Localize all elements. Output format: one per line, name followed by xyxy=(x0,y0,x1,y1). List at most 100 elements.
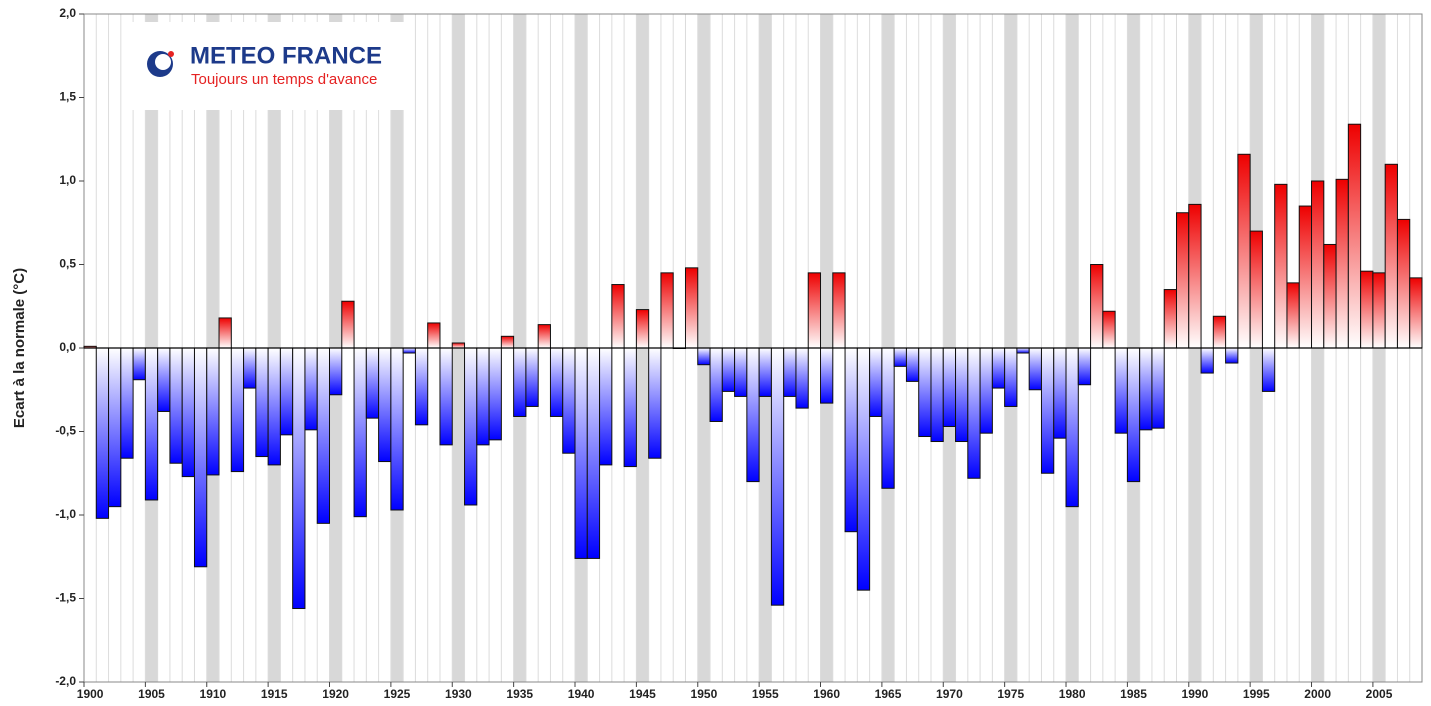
bar xyxy=(967,347,981,479)
bar xyxy=(721,347,736,392)
bar xyxy=(623,347,637,468)
bar xyxy=(525,347,539,407)
bar xyxy=(1175,212,1190,349)
bar xyxy=(304,347,318,431)
x-tick-label: 2005 xyxy=(1366,687,1393,701)
bar xyxy=(255,347,269,458)
bar xyxy=(942,347,957,427)
x-tick-label: 1945 xyxy=(629,687,656,701)
bar xyxy=(684,267,699,349)
y-tick-label: -1,0 xyxy=(55,507,76,521)
x-tick-label: 2000 xyxy=(1304,687,1331,701)
x-tick-label: 1900 xyxy=(77,687,104,701)
bar xyxy=(353,347,367,518)
x-tick-label: 1940 xyxy=(568,687,595,701)
bar xyxy=(1065,347,1079,508)
bar xyxy=(230,347,245,473)
bar xyxy=(1347,123,1362,349)
bar xyxy=(820,347,834,404)
bar xyxy=(709,347,723,422)
bar xyxy=(267,347,281,466)
bar xyxy=(1188,203,1202,349)
bar xyxy=(169,347,183,464)
logo-icon xyxy=(155,54,171,70)
bar xyxy=(979,347,993,434)
bar xyxy=(427,322,441,349)
bar xyxy=(648,347,662,459)
bar xyxy=(795,347,809,409)
y-tick-label: -1,5 xyxy=(55,591,76,605)
x-tick-label: 1935 xyxy=(506,687,533,701)
bar xyxy=(832,272,846,349)
bar xyxy=(734,347,748,397)
bar xyxy=(1200,347,1214,374)
bar xyxy=(316,347,331,524)
x-tick-label: 1930 xyxy=(445,687,472,701)
bar xyxy=(513,347,527,417)
y-tick-label: 1,5 xyxy=(59,90,76,104)
bar xyxy=(1335,178,1349,349)
y-tick-label: -2,0 xyxy=(55,674,76,688)
x-tick-label: 1990 xyxy=(1182,687,1209,701)
bar xyxy=(930,347,944,443)
bar xyxy=(758,347,772,397)
bar xyxy=(120,347,134,459)
bar xyxy=(635,309,650,349)
bar xyxy=(95,347,110,519)
bar xyxy=(341,300,355,349)
x-tick-label: 1980 xyxy=(1059,687,1086,701)
y-tick-label: 1,0 xyxy=(59,173,76,187)
logo-title: METEO FRANCE xyxy=(190,42,382,69)
bar xyxy=(783,347,797,397)
bar xyxy=(869,347,883,417)
x-tick-label: 1910 xyxy=(200,687,227,701)
bar xyxy=(1212,315,1227,349)
bar xyxy=(893,347,907,367)
bar xyxy=(500,335,515,349)
logo-icon xyxy=(168,51,174,57)
bar xyxy=(1249,230,1263,349)
y-tick-label: 0,0 xyxy=(59,340,76,354)
bar xyxy=(1409,277,1423,349)
bar xyxy=(537,324,551,349)
bar xyxy=(1261,347,1276,392)
bar xyxy=(770,347,785,606)
bar xyxy=(1360,270,1374,349)
bar xyxy=(746,347,760,483)
bar xyxy=(1163,289,1177,349)
x-tick-label: 1950 xyxy=(691,687,718,701)
bar xyxy=(218,317,232,349)
y-tick-label: -0,5 xyxy=(55,424,76,438)
bar xyxy=(402,347,416,354)
bar xyxy=(329,347,343,396)
bar xyxy=(378,347,392,463)
x-tick-label: 1915 xyxy=(261,687,288,701)
bar xyxy=(1139,347,1153,431)
bar xyxy=(439,347,453,446)
bar xyxy=(1372,272,1386,349)
bar xyxy=(1151,347,1165,429)
bar xyxy=(1028,347,1042,391)
bar xyxy=(660,272,674,349)
logo: METEO FRANCE Toujours un temps d'avance xyxy=(122,22,410,110)
bar xyxy=(807,272,822,349)
x-tick-label: 1955 xyxy=(752,687,779,701)
bar xyxy=(292,347,306,610)
bar xyxy=(157,347,171,412)
x-tick-label: 1985 xyxy=(1120,687,1147,701)
bar xyxy=(1274,183,1288,349)
bar xyxy=(1090,264,1104,349)
bar xyxy=(451,342,466,349)
bar xyxy=(1384,163,1398,349)
bar xyxy=(1286,282,1300,349)
bar xyxy=(243,347,257,389)
bar xyxy=(488,347,502,441)
bar xyxy=(1323,243,1337,349)
bar xyxy=(108,347,122,508)
bar xyxy=(414,347,429,426)
bar xyxy=(1225,347,1239,364)
bar xyxy=(1004,347,1018,407)
bar xyxy=(1396,218,1411,349)
bar xyxy=(991,347,1006,389)
